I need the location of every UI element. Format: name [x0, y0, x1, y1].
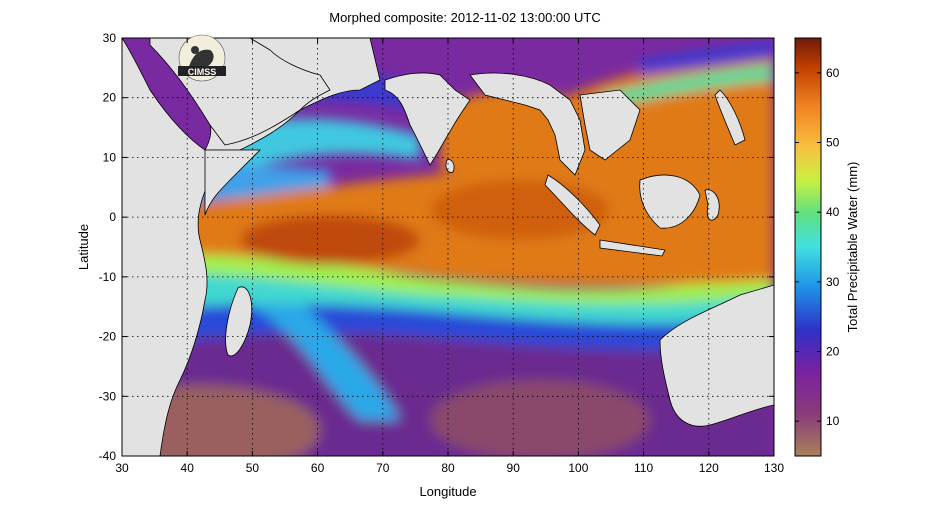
- x-tick-label: 70: [376, 461, 390, 475]
- colorbar-tick-label: 50: [826, 136, 840, 150]
- tpw-field: [122, 38, 774, 456]
- x-tick-label: 40: [181, 461, 195, 475]
- x-tick-label: 80: [441, 461, 455, 475]
- y-tick-label: -20: [99, 330, 117, 344]
- grid-lines: [122, 38, 774, 456]
- colorbar-tick-label: 10: [826, 414, 840, 428]
- y-tick-label: -40: [99, 449, 117, 463]
- x-tick-label: 120: [699, 461, 719, 475]
- y-axis: 30 20 10 0 -10 -20 -30 -40: [99, 31, 774, 463]
- x-axis: 30 40 50 60 70 80 90 100 110 120 130: [115, 38, 784, 475]
- x-tick-label: 100: [568, 461, 588, 475]
- x-tick-label: 110: [634, 461, 653, 475]
- colorbar-tick-label: 60: [826, 66, 840, 80]
- x-axis-label: Longitude: [419, 484, 476, 499]
- colorbar-ticks: 60 50 40 30 20 10: [795, 66, 840, 428]
- x-tick-label: 60: [311, 461, 325, 475]
- cimss-logo: CIMSS: [178, 34, 226, 82]
- colorbar-tick-label: 20: [826, 345, 840, 359]
- colorbar: [794, 37, 822, 457]
- x-tick-label: 50: [246, 461, 260, 475]
- y-axis-label: Latitude: [76, 224, 91, 270]
- x-tick-label: 30: [115, 461, 129, 475]
- y-tick-label: 0: [109, 210, 116, 224]
- colorbar-label: Total Precipitable Water (mm): [845, 162, 860, 333]
- y-tick-label: 20: [103, 91, 117, 105]
- cimss-logo-text: CIMSS: [188, 67, 217, 77]
- y-tick-label: -30: [99, 389, 117, 403]
- colorbar-tick-label: 40: [826, 205, 840, 219]
- land: [122, 38, 774, 456]
- y-tick-label: -10: [99, 270, 117, 284]
- y-tick-label: 30: [103, 31, 117, 45]
- colorbar-tick-label: 30: [826, 275, 840, 289]
- x-tick-label: 130: [764, 461, 784, 475]
- y-tick-label: 10: [103, 150, 117, 164]
- map-title: Morphed composite: 2012-11-02 13:00:00 U…: [329, 10, 601, 25]
- x-tick-label: 90: [507, 461, 521, 475]
